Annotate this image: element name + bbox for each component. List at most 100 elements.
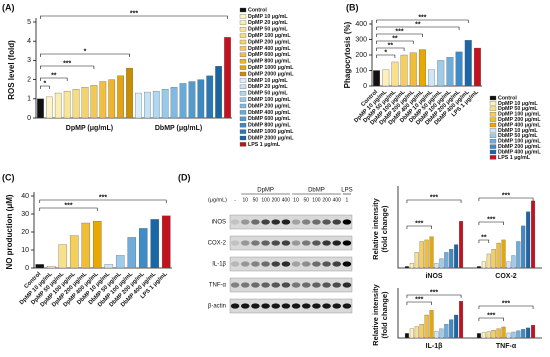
blot-lane-label: 100 — [261, 197, 270, 203]
y-tick-label: 40 — [21, 193, 29, 200]
blot-band — [312, 240, 321, 246]
bar — [428, 69, 436, 87]
legend-swatch — [239, 129, 247, 134]
bar — [404, 333, 409, 339]
blot-band — [261, 240, 270, 246]
significance-bracket — [478, 239, 490, 243]
blot-band — [240, 240, 250, 246]
blot-band — [291, 240, 301, 246]
bar — [69, 235, 79, 269]
legend-swatch — [239, 59, 247, 64]
bar — [409, 263, 414, 269]
blot-band — [332, 303, 342, 309]
bar — [434, 263, 439, 269]
legend-swatch — [489, 128, 497, 133]
panel-label: (C) — [2, 172, 15, 182]
bar — [144, 91, 151, 119]
bar — [491, 330, 496, 339]
legend-swatch — [489, 117, 497, 122]
legend-label: DbMP 10 μg/mL — [248, 78, 288, 84]
legend-swatch — [489, 139, 497, 144]
legend-label: DbMP 400 μg/mL — [248, 110, 291, 116]
legend-swatch — [239, 110, 247, 115]
legend-label: DbMP 800 μg/mL — [248, 123, 291, 129]
legend-swatch — [239, 14, 247, 19]
bar — [400, 54, 408, 87]
significance-label: *** — [64, 202, 72, 209]
legend-label: DpMP 800 μg/mL — [248, 59, 291, 65]
blot-lane-label: 10 — [293, 197, 299, 203]
blot-band — [342, 240, 352, 246]
blot-lane-label: 1 — [346, 197, 349, 203]
legend-label: DbMP 2000 μg/mL — [248, 135, 294, 141]
blot-protein-label: iNOS — [212, 220, 226, 226]
bar — [459, 301, 464, 339]
bar — [419, 241, 424, 269]
y-tick-label: 3 — [27, 57, 31, 64]
bar — [115, 255, 125, 269]
bar — [429, 236, 434, 269]
blot-lane-label: 200 — [322, 197, 331, 203]
bar — [188, 81, 196, 119]
legend-label: DpMP 200 μg/mL — [498, 117, 541, 123]
x-axis-label: DpMP (μg/mL) — [66, 125, 113, 132]
blot-band — [251, 240, 260, 246]
legend-label: Control — [248, 7, 267, 13]
y-tick-label: 5 — [27, 19, 31, 26]
significance-bracket — [406, 294, 462, 298]
significance-bracket — [376, 33, 423, 37]
significance-label: *** — [63, 60, 71, 67]
bar — [90, 85, 98, 119]
bar — [501, 239, 506, 269]
x-tick-label: iNOS — [425, 273, 442, 280]
bar — [516, 241, 521, 269]
blot-strip — [229, 235, 353, 251]
blot-band — [281, 240, 291, 246]
legend-swatch — [239, 39, 247, 45]
blot-lane-label: - — [234, 197, 236, 203]
bar — [152, 90, 160, 119]
bar — [481, 261, 486, 269]
bar — [127, 237, 137, 269]
bar — [37, 98, 44, 119]
bar — [161, 215, 171, 269]
bar — [516, 330, 521, 339]
legend-swatch — [239, 123, 247, 128]
blot-band — [322, 282, 331, 288]
significance-label: ** — [388, 42, 394, 49]
blot-band — [291, 261, 301, 267]
blot-band — [291, 282, 301, 288]
y-tick-label: 0 — [363, 83, 367, 90]
y-axis-label: Relative intensity — [371, 283, 380, 346]
blot-group-label: DbMP — [308, 188, 325, 194]
bar — [409, 52, 417, 87]
y-tick-label: 20 — [21, 229, 29, 236]
blot-band — [271, 303, 281, 309]
blot-band — [312, 303, 321, 309]
blot-band — [332, 219, 342, 225]
bar — [409, 328, 414, 339]
bar — [99, 81, 107, 119]
blot-lane-label: 50 — [253, 197, 259, 203]
y-tick-label: 2 — [27, 76, 31, 83]
legend-label: DbMP 600 μg/mL — [248, 116, 291, 122]
legend-swatch — [239, 97, 247, 102]
bar — [444, 252, 449, 269]
blot-protein-label: β-actin — [208, 304, 226, 310]
bar — [444, 324, 449, 339]
bar — [437, 60, 445, 87]
significance-label: * — [384, 49, 387, 56]
legend-label: DpMP 1000 μg/mL — [248, 65, 294, 71]
legend-label: DbMP 20 μg/mL — [248, 84, 288, 90]
legend-swatch — [239, 135, 247, 141]
blot-band — [271, 261, 281, 267]
bar — [104, 264, 114, 269]
blot-band — [230, 261, 240, 267]
blot-band — [230, 219, 240, 225]
x-tick-label: IL-1β — [426, 343, 443, 350]
bar — [81, 222, 91, 269]
significance-bracket — [478, 305, 534, 309]
legend-swatch — [239, 84, 247, 89]
significance-bracket — [376, 54, 396, 58]
